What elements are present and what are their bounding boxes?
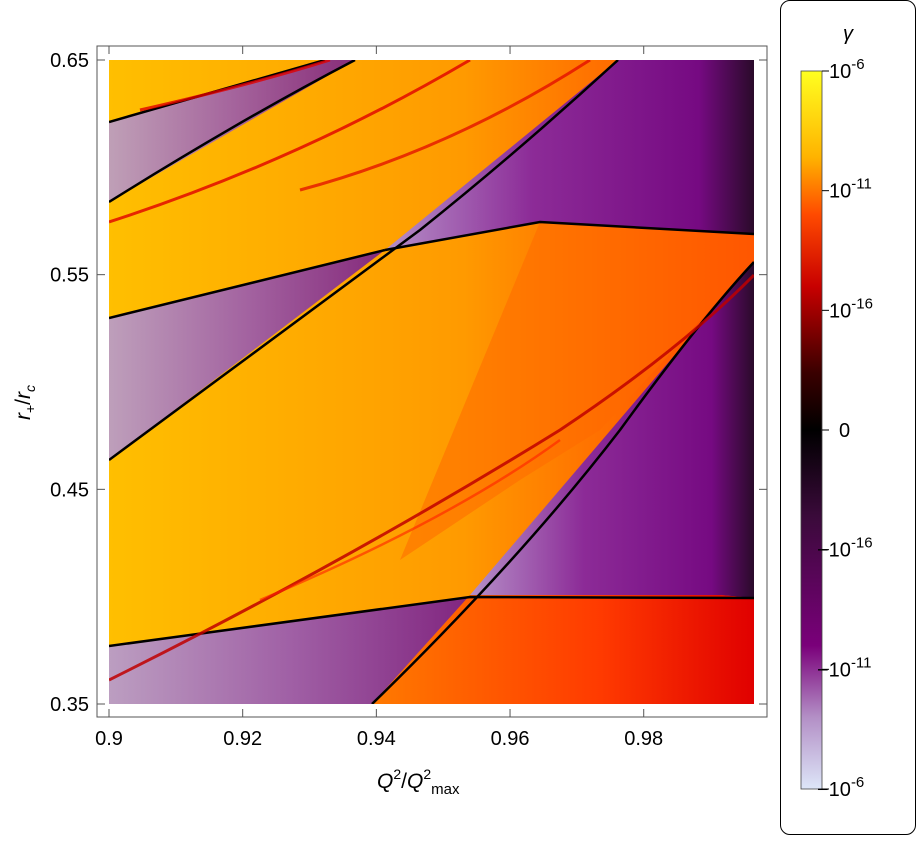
red-ridge-4 bbox=[109, 273, 754, 682]
x-tick-label: 0.94 bbox=[357, 728, 396, 750]
boundary-curve-5 bbox=[384, 220, 754, 252]
boundary-curve-2 bbox=[109, 60, 356, 204]
colorbar-ticks: 10-6 10-11 10-16 0 −10-16 −10-11 −10-6 bbox=[817, 56, 873, 801]
x-axis-label: Q2/Q2max bbox=[377, 766, 460, 798]
y-axis-label: r+/rc bbox=[12, 385, 38, 420]
x-tick-label: 0.96 bbox=[491, 728, 530, 750]
y-tick-label: 0.45 bbox=[50, 479, 89, 501]
heatmap-image bbox=[109, 60, 754, 704]
red-ridge-2 bbox=[109, 60, 471, 224]
colorbar-tick-label: 0 bbox=[839, 420, 850, 442]
colorbar-tick-label: 10-16 bbox=[829, 295, 873, 322]
x-tick-label: 0.92 bbox=[223, 728, 262, 750]
y-tick-label: 0.55 bbox=[50, 265, 89, 287]
positive-region-right-wedge bbox=[400, 222, 754, 560]
colorbar-tick-label: 10-6 bbox=[829, 56, 865, 83]
positive-region-lower-right bbox=[372, 595, 754, 704]
boundary-curve-4 bbox=[109, 60, 619, 462]
red-ridge-1 bbox=[139, 60, 331, 112]
boundary-curve-3 bbox=[109, 248, 386, 320]
x-tick-label: 0.98 bbox=[624, 728, 663, 750]
negative-region-top-left bbox=[109, 60, 355, 202]
colorbar-tick-label: −10-6 bbox=[817, 774, 864, 801]
y-tick-label: 0.65 bbox=[50, 50, 89, 72]
colorbar-tick-label: −10-11 bbox=[817, 654, 872, 681]
boundary-curve-6 bbox=[109, 595, 754, 648]
boundary-curve-7 bbox=[371, 261, 754, 704]
colorbar-tick-label: −10-16 bbox=[817, 535, 873, 562]
colorbar-legend: γ 10-6 10-11 10-16 0 −10-16 −10-11 −10-6 bbox=[780, 0, 916, 835]
negative-region-bottom-left bbox=[109, 597, 470, 704]
x-tick-label: 0.9 bbox=[95, 728, 123, 750]
red-ridge-3 bbox=[299, 60, 591, 192]
colorbar-title: γ bbox=[843, 23, 854, 45]
red-ridge-5 bbox=[259, 438, 561, 602]
x-axis: 0.9 0.92 0.94 0.96 0.98 bbox=[95, 46, 663, 750]
heatmap-plot: 0.9 0.92 0.94 0.96 0.98 0.35 0.45 0.55 0.65 Q2/… bbox=[12, 45, 768, 798]
y-tick-label: 0.35 bbox=[50, 694, 89, 716]
negative-region-upper-right bbox=[385, 60, 754, 250]
y-axis: 0.35 0.45 0.55 0.65 bbox=[50, 50, 767, 716]
colorbar-tick-label: 10-11 bbox=[829, 176, 872, 203]
